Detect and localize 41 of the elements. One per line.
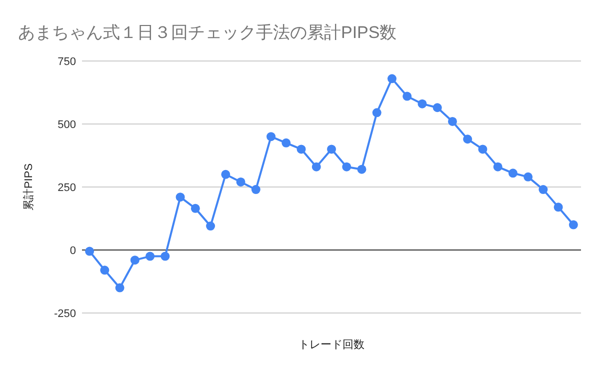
y-tick-label: 0 [70,245,76,257]
point [85,246,94,256]
point [206,222,216,231]
point [432,103,442,112]
point [402,92,412,101]
point [296,144,306,154]
point [221,170,230,179]
point [508,168,518,178]
y-axis-title: 累計PIPS [22,163,35,211]
point [418,99,427,108]
y-tick-label: 750 [58,56,76,68]
y-tick-label: 500 [58,119,76,131]
point [524,172,533,182]
point [493,162,502,172]
point [190,204,200,213]
point [448,116,457,126]
point [130,256,140,265]
point [266,132,276,142]
x-axis-title: トレード回数 [298,339,364,351]
point [146,252,155,261]
point [160,252,170,261]
y-tick-label: -250 [54,308,76,320]
point [387,74,396,84]
point [282,138,291,148]
point [554,202,563,212]
chart-title: あまちゃん式１日３回チェック手法の累計PIPS数 [18,23,397,42]
point [342,162,352,172]
point [372,108,382,118]
point [538,185,548,194]
point [568,220,578,230]
point [236,177,246,186]
point [176,192,185,202]
y-tick-label: 250 [58,182,76,194]
point [100,266,110,275]
point [357,164,366,174]
point [115,283,124,292]
point [327,144,336,154]
point [312,162,321,172]
point [463,134,472,144]
point [478,144,488,154]
point [251,185,260,194]
